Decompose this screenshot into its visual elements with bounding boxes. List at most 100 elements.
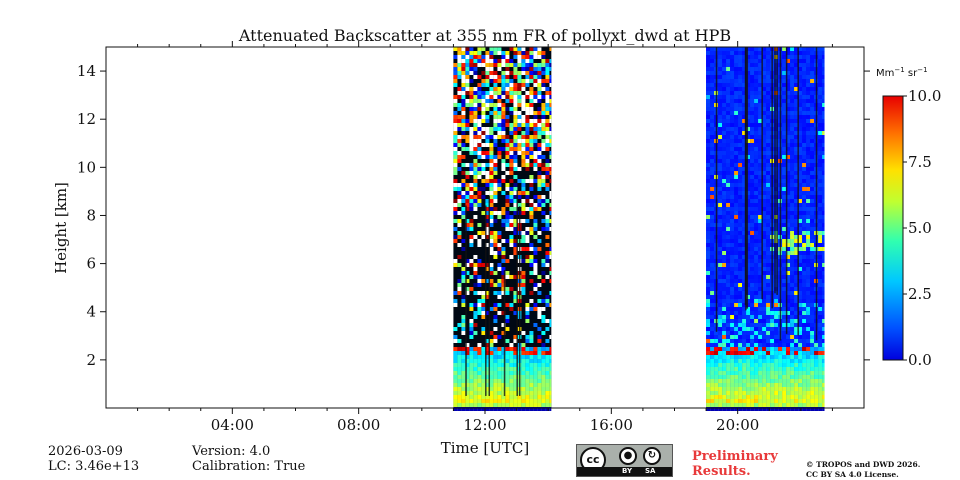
heatmap-cell (710, 111, 715, 115)
heatmap-cell (798, 123, 803, 127)
heatmap-cell (545, 199, 550, 203)
heatmap-cell (722, 247, 727, 251)
heatmap-cell (497, 151, 502, 155)
heatmap-cell (766, 327, 771, 331)
heatmap-cell (549, 395, 552, 399)
heatmap-cell (766, 127, 771, 131)
heatmap-cell (794, 151, 799, 155)
heatmap-cell (706, 83, 711, 87)
heatmap-cell (501, 51, 506, 55)
heatmap-cell (469, 107, 474, 111)
heatmap-cell (714, 367, 719, 371)
heatmap-cell (493, 139, 498, 143)
heatmap-cell (706, 391, 711, 395)
heatmap-cell (517, 203, 522, 207)
heatmap-cell (461, 407, 466, 411)
heatmap-cell (473, 135, 478, 139)
heatmap-cell (533, 99, 538, 103)
heatmap-cell (730, 395, 735, 399)
heatmap-cell (746, 363, 751, 367)
heatmap-cell (710, 359, 715, 363)
heatmap-cell (477, 187, 482, 191)
heatmap-cell (742, 63, 747, 67)
heatmap-cell (822, 175, 825, 179)
heatmap-cell (734, 283, 739, 287)
heatmap-cell (766, 47, 771, 51)
heatmap-cell (493, 63, 498, 67)
heatmap-cell (710, 235, 715, 239)
heatmap-cell (477, 403, 482, 407)
heatmap-cell (818, 239, 823, 243)
heatmap-cell (461, 143, 466, 147)
heatmap-cell (537, 47, 542, 51)
heatmap-cell (770, 339, 775, 343)
heatmap-cell (469, 139, 474, 143)
heatmap-cell (818, 375, 823, 379)
heatmap-cell (718, 195, 723, 199)
heatmap-cell (453, 187, 458, 191)
heatmap-cell (706, 379, 711, 383)
heatmap-cell (537, 403, 542, 407)
heatmap-cell (501, 159, 506, 163)
heatmap-cell (722, 47, 727, 51)
heatmap-cell (513, 63, 518, 67)
heatmap-cell (525, 51, 530, 55)
heatmap-cell (497, 179, 502, 183)
heatmap-cell (790, 255, 795, 259)
heatmap-cell (758, 99, 763, 103)
heatmap-cell (465, 343, 470, 347)
heatmap-cell (798, 255, 803, 259)
heatmap-cell (497, 347, 502, 351)
heatmap-cell (529, 307, 534, 311)
heatmap-cell (497, 59, 502, 63)
heatmap-cell (758, 275, 763, 279)
heatmap-cell (794, 327, 799, 331)
heatmap-cell (810, 83, 815, 87)
heatmap-cell (505, 63, 510, 67)
heatmap-cell (782, 247, 787, 251)
heatmap-cell (473, 103, 478, 107)
heatmap-cell (493, 399, 498, 403)
heatmap-cell (710, 215, 715, 219)
heatmap-cell (541, 399, 546, 403)
heatmap-cell (750, 295, 755, 299)
heatmap-cell (505, 319, 510, 323)
heatmap-cell (722, 59, 727, 63)
heatmap-cell (537, 51, 542, 55)
heatmap-cell (513, 111, 518, 115)
heatmap-cell (469, 383, 474, 387)
heatmap-cell (706, 259, 711, 263)
heatmap-cell (790, 311, 795, 315)
heatmap-cell (537, 315, 542, 319)
heatmap-cell (798, 191, 803, 195)
heatmap-cell (818, 63, 823, 67)
heatmap-cell (730, 319, 735, 323)
heatmap-cell (465, 147, 470, 151)
heatmap-cell (742, 171, 747, 175)
heatmap-cell (473, 71, 478, 75)
heatmap-cell (754, 347, 759, 351)
heatmap-cell (774, 391, 779, 395)
heatmap-cell (762, 307, 767, 311)
heatmap-cell (782, 267, 787, 271)
heatmap-cell (794, 403, 799, 407)
heatmap-cell (782, 55, 787, 59)
heatmap-cell (509, 47, 514, 51)
heatmap-cell (489, 147, 494, 151)
heatmap-cell (762, 271, 767, 275)
heatmap-cell (758, 95, 763, 99)
heatmap-cell (754, 211, 759, 215)
heatmap-cell (533, 63, 538, 67)
heatmap-cell (806, 259, 811, 263)
heatmap-cell (545, 399, 550, 403)
heatmap-cell (774, 175, 779, 179)
heatmap-cell (810, 367, 815, 371)
heatmap-cell (521, 231, 526, 235)
heatmap-cell (766, 83, 771, 87)
heatmap-cell (457, 91, 462, 95)
heatmap-cell (730, 375, 735, 379)
heatmap-cell (802, 295, 807, 299)
heatmap-cell (734, 363, 739, 367)
heatmap-cell (718, 107, 723, 111)
heatmap-cell (818, 387, 823, 391)
